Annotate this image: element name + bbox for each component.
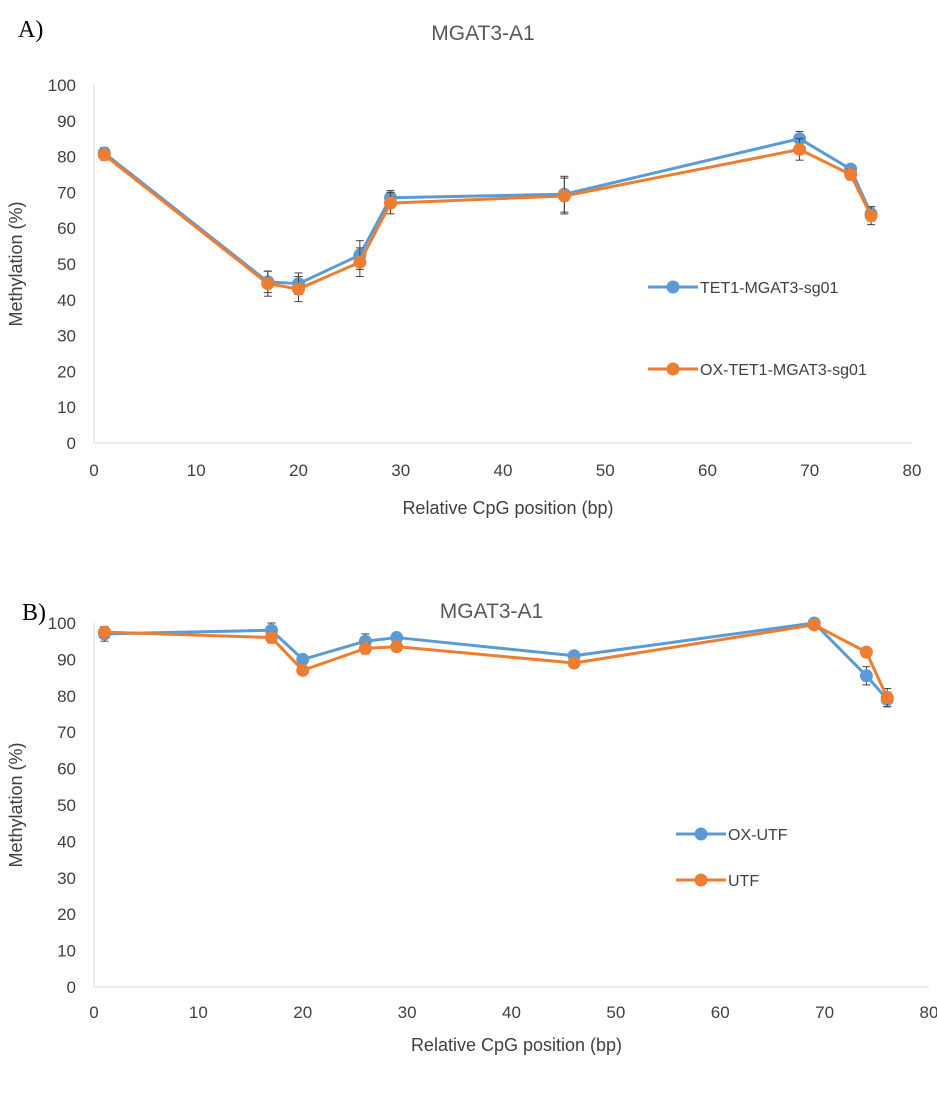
chart-a-data-point xyxy=(353,255,367,269)
chart-b-x-tick-label: 0 xyxy=(89,1003,98,1022)
chart-a-panel-label: A) xyxy=(18,17,43,43)
chart-b-y-tick-label: 0 xyxy=(67,978,76,997)
chart-a-legend-marker xyxy=(666,280,680,294)
chart-a-data-point xyxy=(97,148,111,162)
chart-b-y-tick-label: 90 xyxy=(57,650,76,669)
chart-a-legend-marker xyxy=(666,362,680,376)
chart-a-y-tick-label: 100 xyxy=(48,76,76,95)
chart-b-data-point xyxy=(264,631,278,645)
chart-b-panel-label: B) xyxy=(22,600,46,626)
chart-b-y-tick-label: 40 xyxy=(57,832,76,851)
chart-b-legend-entry-1: OX-UTF xyxy=(676,827,788,844)
chart-a-data-point xyxy=(261,277,275,291)
chart-b-x-tick-label: 30 xyxy=(398,1003,417,1022)
chart-b: B) MGAT3-A1 0 10 20 30 40 50 60 70 80 90 100 0 10 20 30 4… xyxy=(0,560,937,1099)
chart-b-legend-marker xyxy=(694,827,708,841)
chart-a-x-tick-label: 70 xyxy=(800,461,819,480)
chart-b-y-tick-label: 10 xyxy=(57,942,76,961)
chart-a-y-axis-label: Methylation (%) xyxy=(6,201,26,326)
chart-b-data-point xyxy=(859,645,873,659)
chart-b-data-point xyxy=(859,669,873,683)
chart-a-x-tick-label: 10 xyxy=(187,461,206,480)
chart-b-series-line xyxy=(104,623,889,699)
chart-a-legend-entry-2: OX-TET1-MGAT3-sg01 xyxy=(648,362,867,379)
chart-a-x-tick-label: 20 xyxy=(289,461,308,480)
chart-a-legend-entry-1: TET1-MGAT3-sg01 xyxy=(648,280,839,297)
chart-b-x-tick-label: 70 xyxy=(815,1003,834,1022)
chart-b-legend-entry-2: UTF xyxy=(676,873,759,890)
chart-a-data-point xyxy=(292,282,305,296)
chart-b-x-tick-label: 60 xyxy=(711,1003,730,1022)
chart-a-y-tick-label: 70 xyxy=(57,183,76,202)
chart-a-y-tick-label: 20 xyxy=(57,362,76,381)
chart-b-data-point xyxy=(296,663,310,677)
chart-a-x-tick-label: 30 xyxy=(391,461,410,480)
chart-b-y-tick-label: 50 xyxy=(57,796,76,815)
chart-a-x-axis-label: Relative CpG position (bp) xyxy=(402,498,613,518)
chart-b-y-tick-label: 30 xyxy=(57,869,76,888)
chart-b-data-point xyxy=(807,618,821,632)
chart-b-data-point xyxy=(97,625,111,639)
chart-b-data-point xyxy=(880,691,894,705)
chart-a-data-point xyxy=(844,168,858,181)
chart-b-x-tick-label: 80 xyxy=(920,1003,937,1022)
chart-a-y-tick-label: 10 xyxy=(57,398,76,417)
chart-b-title: MGAT3-A1 xyxy=(440,600,543,623)
chart-a-title: MGAT3-A1 xyxy=(431,22,534,45)
chart-a-series-2 xyxy=(97,138,878,303)
chart-a-data-point xyxy=(557,189,571,203)
chart-b-svg: B) MGAT3-A1 0 10 20 30 40 50 60 70 80 90 100 0 10 20 30 4… xyxy=(6,600,937,1055)
chart-b-series-2 xyxy=(97,618,894,708)
chart-a-series-line xyxy=(103,137,873,286)
chart-a-series-line xyxy=(103,147,873,291)
chart-b-y-tick-label: 70 xyxy=(57,723,76,742)
chart-b-x-tick-label: 50 xyxy=(606,1003,625,1022)
chart-a-data-point xyxy=(384,196,398,210)
chart-b-x-axis-label: Relative CpG position (bp) xyxy=(411,1035,622,1055)
chart-b-x-tick-label: 20 xyxy=(293,1003,312,1022)
chart-b-x-tick-label: 10 xyxy=(189,1003,208,1022)
chart-a-x-tick-label: 0 xyxy=(89,461,98,480)
chart-b-legend-label: OX-UTF xyxy=(728,827,788,844)
chart-a-y-tick-label: 80 xyxy=(57,148,76,167)
chart-a-y-tick-label: 60 xyxy=(57,219,76,238)
chart-a-x-tick-label: 60 xyxy=(698,461,717,480)
chart-b-data-point xyxy=(390,640,404,654)
chart-a-x-tick-label: 80 xyxy=(903,461,922,480)
chart-b-x-tick-label: 40 xyxy=(502,1003,521,1022)
chart-b-y-tick-label: 60 xyxy=(57,760,76,779)
chart-a-legend-label: OX-TET1-MGAT3-sg01 xyxy=(700,362,867,379)
chart-b-y-tick-label: 80 xyxy=(57,687,76,706)
chart-b-y-tick-label: 100 xyxy=(48,614,76,633)
chart-a-x-tick-label: 40 xyxy=(494,461,513,480)
chart-a-x-tick-label: 50 xyxy=(596,461,615,480)
chart-b-data-point xyxy=(390,631,404,645)
chart-a-data-point xyxy=(793,142,807,156)
chart-a-y-tick-label: 0 xyxy=(67,434,76,453)
chart-b-y-tick-label: 20 xyxy=(57,905,76,924)
chart-a-data-point xyxy=(864,209,878,223)
chart-a-y-tick-label: 30 xyxy=(57,327,76,346)
chart-a: A) MGAT3-A1 0 10 20 30 40 50 60 70 80 90 100 0 10 20 30 4… xyxy=(0,0,937,540)
chart-a-y-tick-label: 50 xyxy=(57,255,76,274)
chart-b-legend-label: UTF xyxy=(728,873,759,890)
chart-b-y-axis-label: Methylation (%) xyxy=(6,742,26,867)
chart-b-data-point xyxy=(296,652,310,666)
chart-b-data-point xyxy=(567,656,581,670)
chart-a-y-tick-label: 40 xyxy=(57,291,76,310)
chart-a-legend-label: TET1-MGAT3-sg01 xyxy=(700,280,839,297)
chart-b-legend-marker xyxy=(694,873,708,887)
chart-a-svg: A) MGAT3-A1 0 10 20 30 40 50 60 70 80 90 100 0 10 20 30 4… xyxy=(6,17,922,518)
chart-b-data-point xyxy=(358,641,372,655)
chart-a-y-tick-label: 90 xyxy=(57,112,76,131)
